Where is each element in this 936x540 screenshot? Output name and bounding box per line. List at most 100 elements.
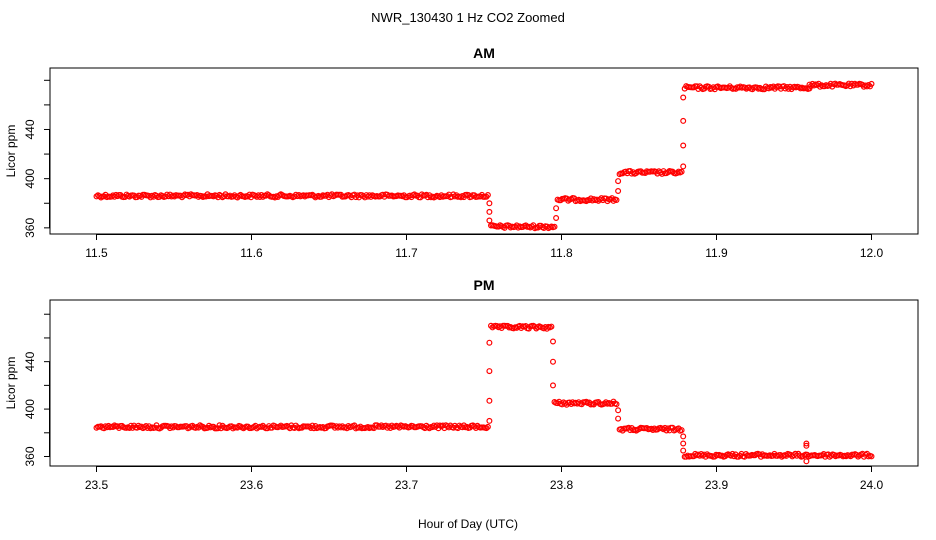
- data-point: [815, 80, 822, 87]
- chart-title: NWR_130430 1 Hz CO2 Zoomed: [371, 10, 565, 25]
- x-tick-label: 23.5: [85, 478, 109, 492]
- data-point: [135, 422, 142, 429]
- series-segment-am-1: [488, 222, 558, 232]
- data-point: [680, 440, 687, 447]
- plot-frame-am: [49, 67, 919, 235]
- data-point: [803, 440, 810, 447]
- data-point: [680, 94, 687, 101]
- data-point: [553, 215, 560, 222]
- data-point: [548, 323, 555, 330]
- x-axis-am: 11.5 11.6 11.7 11.8 11.9 12.0: [85, 234, 884, 260]
- data-point: [486, 217, 493, 224]
- y-axis-pm: 360 400 440: [23, 313, 50, 467]
- data-point: [680, 117, 687, 124]
- data-point: [613, 197, 620, 204]
- transition-points-pm-4: [803, 440, 810, 465]
- transition-points-pm-0: [486, 339, 493, 424]
- data-point: [486, 417, 493, 424]
- y-tick-label: 400: [23, 168, 37, 188]
- data-point: [484, 423, 491, 430]
- y-tick-label: 360: [23, 446, 37, 466]
- data-point: [259, 193, 266, 200]
- data-point: [698, 451, 705, 458]
- data-point: [430, 422, 437, 429]
- transition-points-am-3: [680, 94, 687, 170]
- data-point: [615, 188, 622, 195]
- series-segment-pm-0: [93, 422, 491, 432]
- data-point: [486, 208, 493, 215]
- data-point: [680, 433, 687, 440]
- series-segment-pm-2: [551, 398, 620, 408]
- data-point: [680, 163, 687, 170]
- x-tick-label: 11.6: [240, 246, 263, 260]
- data-point: [868, 453, 875, 460]
- x-tick-label: 23.8: [550, 478, 574, 492]
- data-point: [615, 415, 622, 422]
- data-point: [215, 425, 222, 432]
- x-tick-label: 12.0: [860, 246, 884, 260]
- data-point: [610, 197, 617, 204]
- data-point: [486, 339, 493, 346]
- data-point: [147, 194, 154, 201]
- data-point: [549, 338, 556, 345]
- series-segment-am-4: [681, 83, 813, 93]
- data-point: [678, 168, 685, 175]
- data-point: [384, 424, 391, 431]
- transition-points-am-1: [553, 205, 560, 222]
- x-tick-label: 11.8: [550, 246, 573, 260]
- y-tick-label: 400: [23, 399, 37, 419]
- panel-title-am: AM: [473, 45, 495, 61]
- series-segment-pm-1: [488, 322, 555, 332]
- transition-points-pm-3: [680, 433, 687, 454]
- data-point: [613, 401, 620, 408]
- data-point: [680, 447, 687, 454]
- transition-points-pm-2: [615, 407, 622, 422]
- data-point: [803, 458, 810, 465]
- y-tick-label: 360: [23, 218, 37, 238]
- data-point: [863, 83, 870, 90]
- data-point: [553, 205, 560, 212]
- data-point: [486, 368, 493, 375]
- series-segment-am-3: [616, 168, 685, 178]
- data-point: [484, 192, 491, 199]
- series-segment-pm-3: [616, 424, 685, 434]
- series-segment-pm-4: [681, 450, 875, 460]
- data-point: [803, 442, 810, 449]
- data-point: [615, 178, 622, 185]
- y-axis-label-am: Licor ppm: [4, 125, 18, 178]
- y-tick-label: 440: [23, 351, 37, 371]
- x-tick-label: 11.7: [395, 246, 418, 260]
- data-points-am: [93, 80, 875, 232]
- data-point: [868, 80, 875, 87]
- data-point: [680, 142, 687, 149]
- x-tick-label: 23.6: [240, 478, 264, 492]
- x-tick-label: 23.7: [395, 478, 419, 492]
- x-tick-label: 11.5: [85, 246, 108, 260]
- data-point: [549, 382, 556, 389]
- panel-am: AM Licor ppm 11.5 11.6 11.7 11.8 11.9 12.0 360 40…: [4, 45, 919, 260]
- data-point: [549, 358, 556, 365]
- series-segment-am-5: [806, 80, 875, 90]
- data-point: [678, 427, 685, 434]
- data-point: [271, 194, 278, 201]
- data-point: [583, 398, 590, 405]
- data-point: [865, 81, 872, 88]
- data-point: [551, 223, 558, 230]
- x-axis-pm: 23.5 23.6 23.7 23.8 23.9 24.0: [85, 466, 884, 492]
- data-point: [615, 407, 622, 414]
- panel-pm: PM Licor ppm 23.5 23.6 23.7 23.8 23.9 24.0 360 40…: [4, 277, 919, 492]
- data-points-pm: [93, 322, 875, 465]
- x-tick-label: 23.9: [705, 478, 729, 492]
- y-tick-label: 440: [23, 119, 37, 139]
- plot-frame-pm: [49, 299, 919, 467]
- series-segment-am-0: [93, 191, 491, 201]
- y-axis-am: 360 400 440: [23, 79, 50, 238]
- series-segment-am-2: [554, 195, 620, 205]
- y-axis-label-pm: Licor ppm: [4, 357, 18, 410]
- data-point: [486, 397, 493, 404]
- transition-points-am-0: [486, 200, 493, 224]
- data-point: [457, 194, 464, 201]
- panel-title-pm: PM: [474, 277, 495, 293]
